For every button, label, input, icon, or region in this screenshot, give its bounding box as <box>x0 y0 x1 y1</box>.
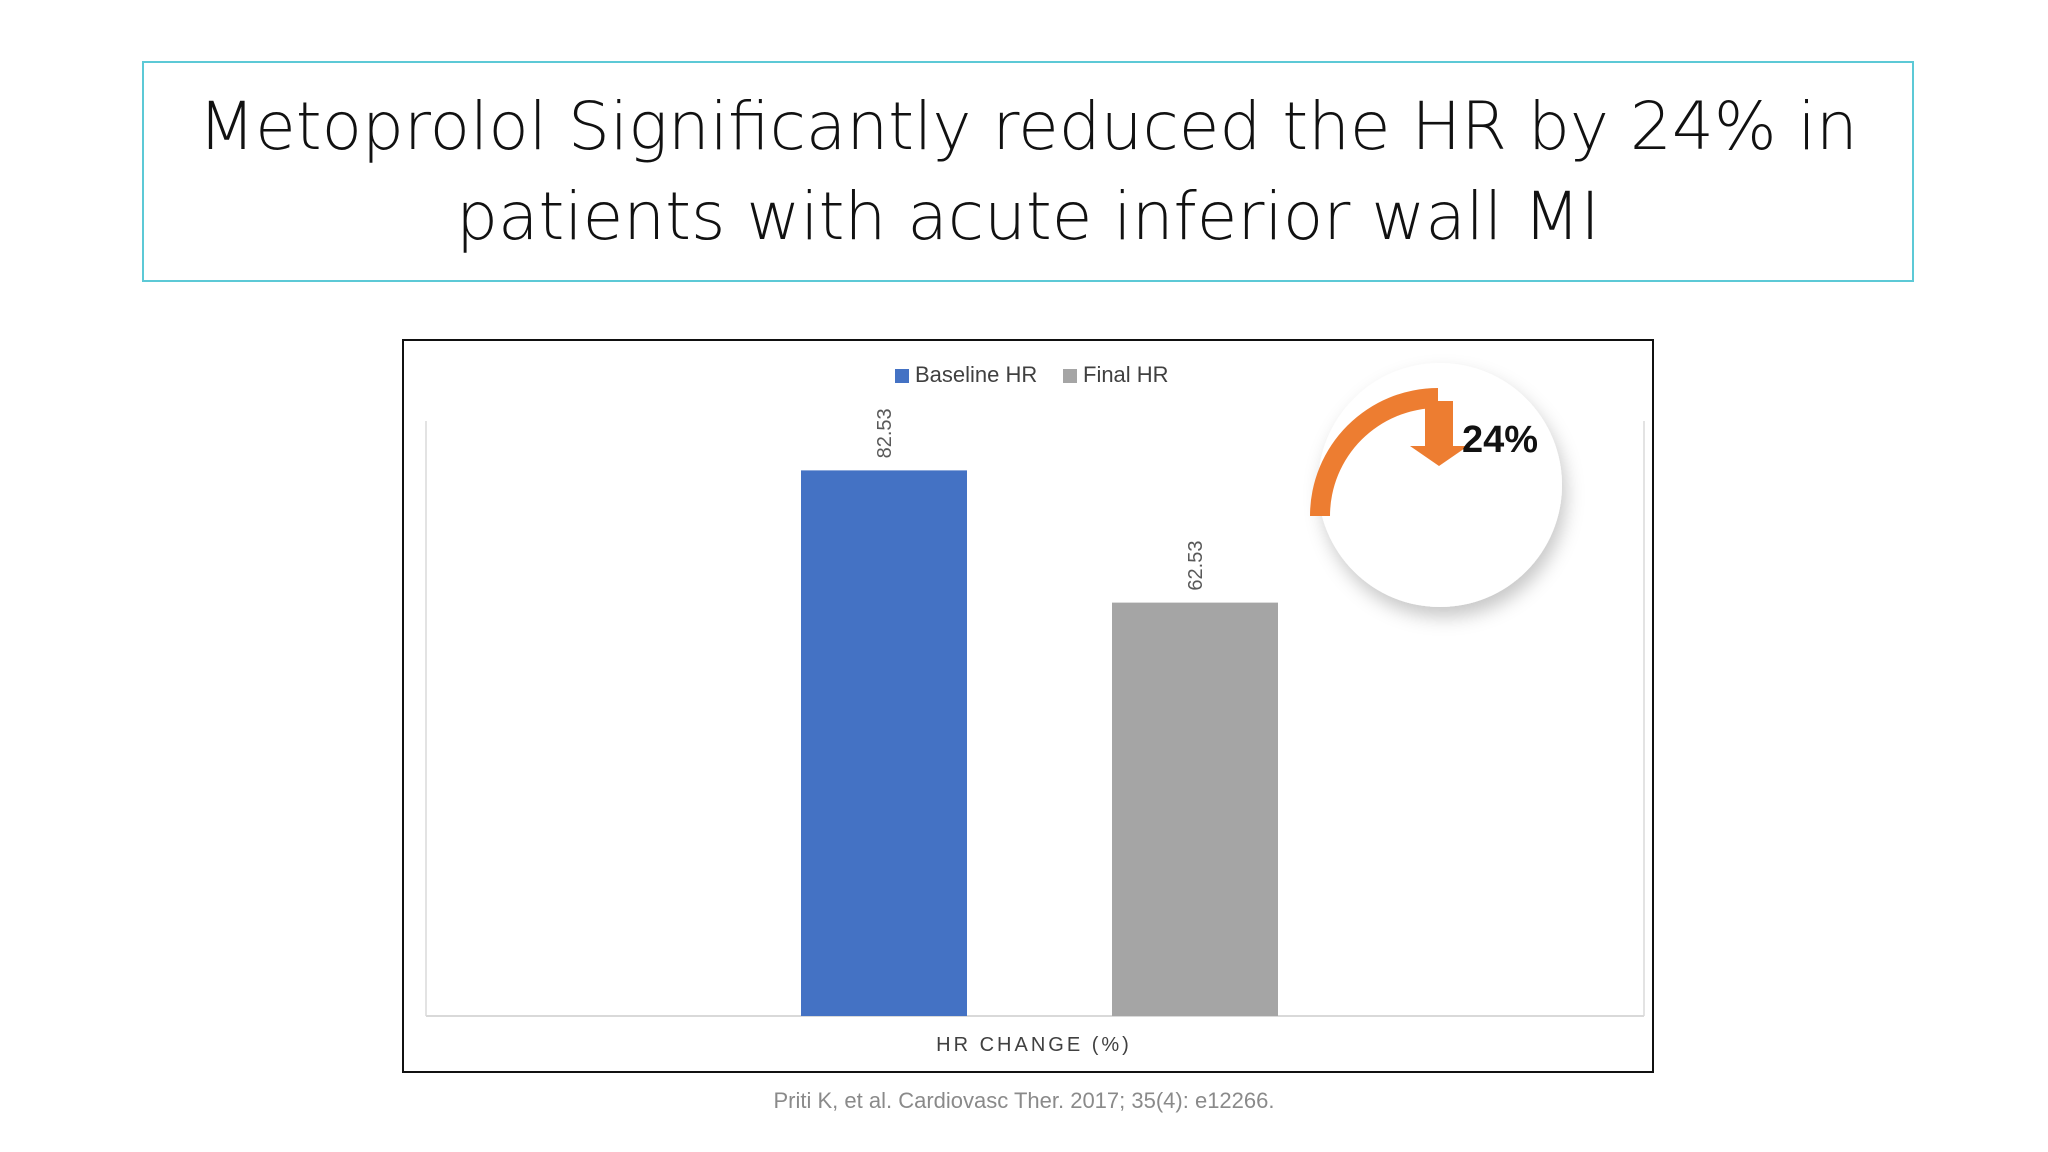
data-label-baseline-hr: 82.53 <box>874 408 896 458</box>
data-label-final-hr: 62.53 <box>1185 541 1207 591</box>
bar-baseline-hr <box>801 470 967 1016</box>
legend-label-final: Final HR <box>1083 362 1169 387</box>
title-box: Metoprolol Significantly reduced the HR … <box>142 61 1914 282</box>
citation: Priti K, et al. Cardiovasc Ther. 2017; 3… <box>773 1088 1275 1113</box>
slide-title-line-2: patients with acute inferior wall MI <box>456 177 1600 255</box>
slide-title: Metoprolol Significantly reduced the HR … <box>178 82 1878 262</box>
legend: Baseline HR Final HR <box>895 362 1169 387</box>
bar-final-hr <box>1112 602 1278 1016</box>
x-axis-category-label: HR CHANGE (%) <box>936 1034 1132 1056</box>
legend-label-baseline: Baseline HR <box>915 362 1037 387</box>
callout-arrow <box>1410 401 1468 466</box>
slide-title-line-1: Metoprolol Significantly reduced the HR … <box>198 87 1858 165</box>
bar-chart: Baseline HR Final HR 82.53 62.53 HR CHAN… <box>425 362 1645 1056</box>
reduction-callout: 24% <box>1310 363 1562 607</box>
legend-swatch-final <box>1063 369 1077 383</box>
callout-circle <box>1318 363 1562 607</box>
down-arrow-icon <box>1310 388 1468 516</box>
callout-arc <box>1310 388 1438 516</box>
legend-swatch-baseline <box>895 369 909 383</box>
chart-frame: Baseline HR Final HR 82.53 62.53 HR CHAN… <box>402 339 1654 1073</box>
callout-value: 24% <box>1462 419 1538 461</box>
